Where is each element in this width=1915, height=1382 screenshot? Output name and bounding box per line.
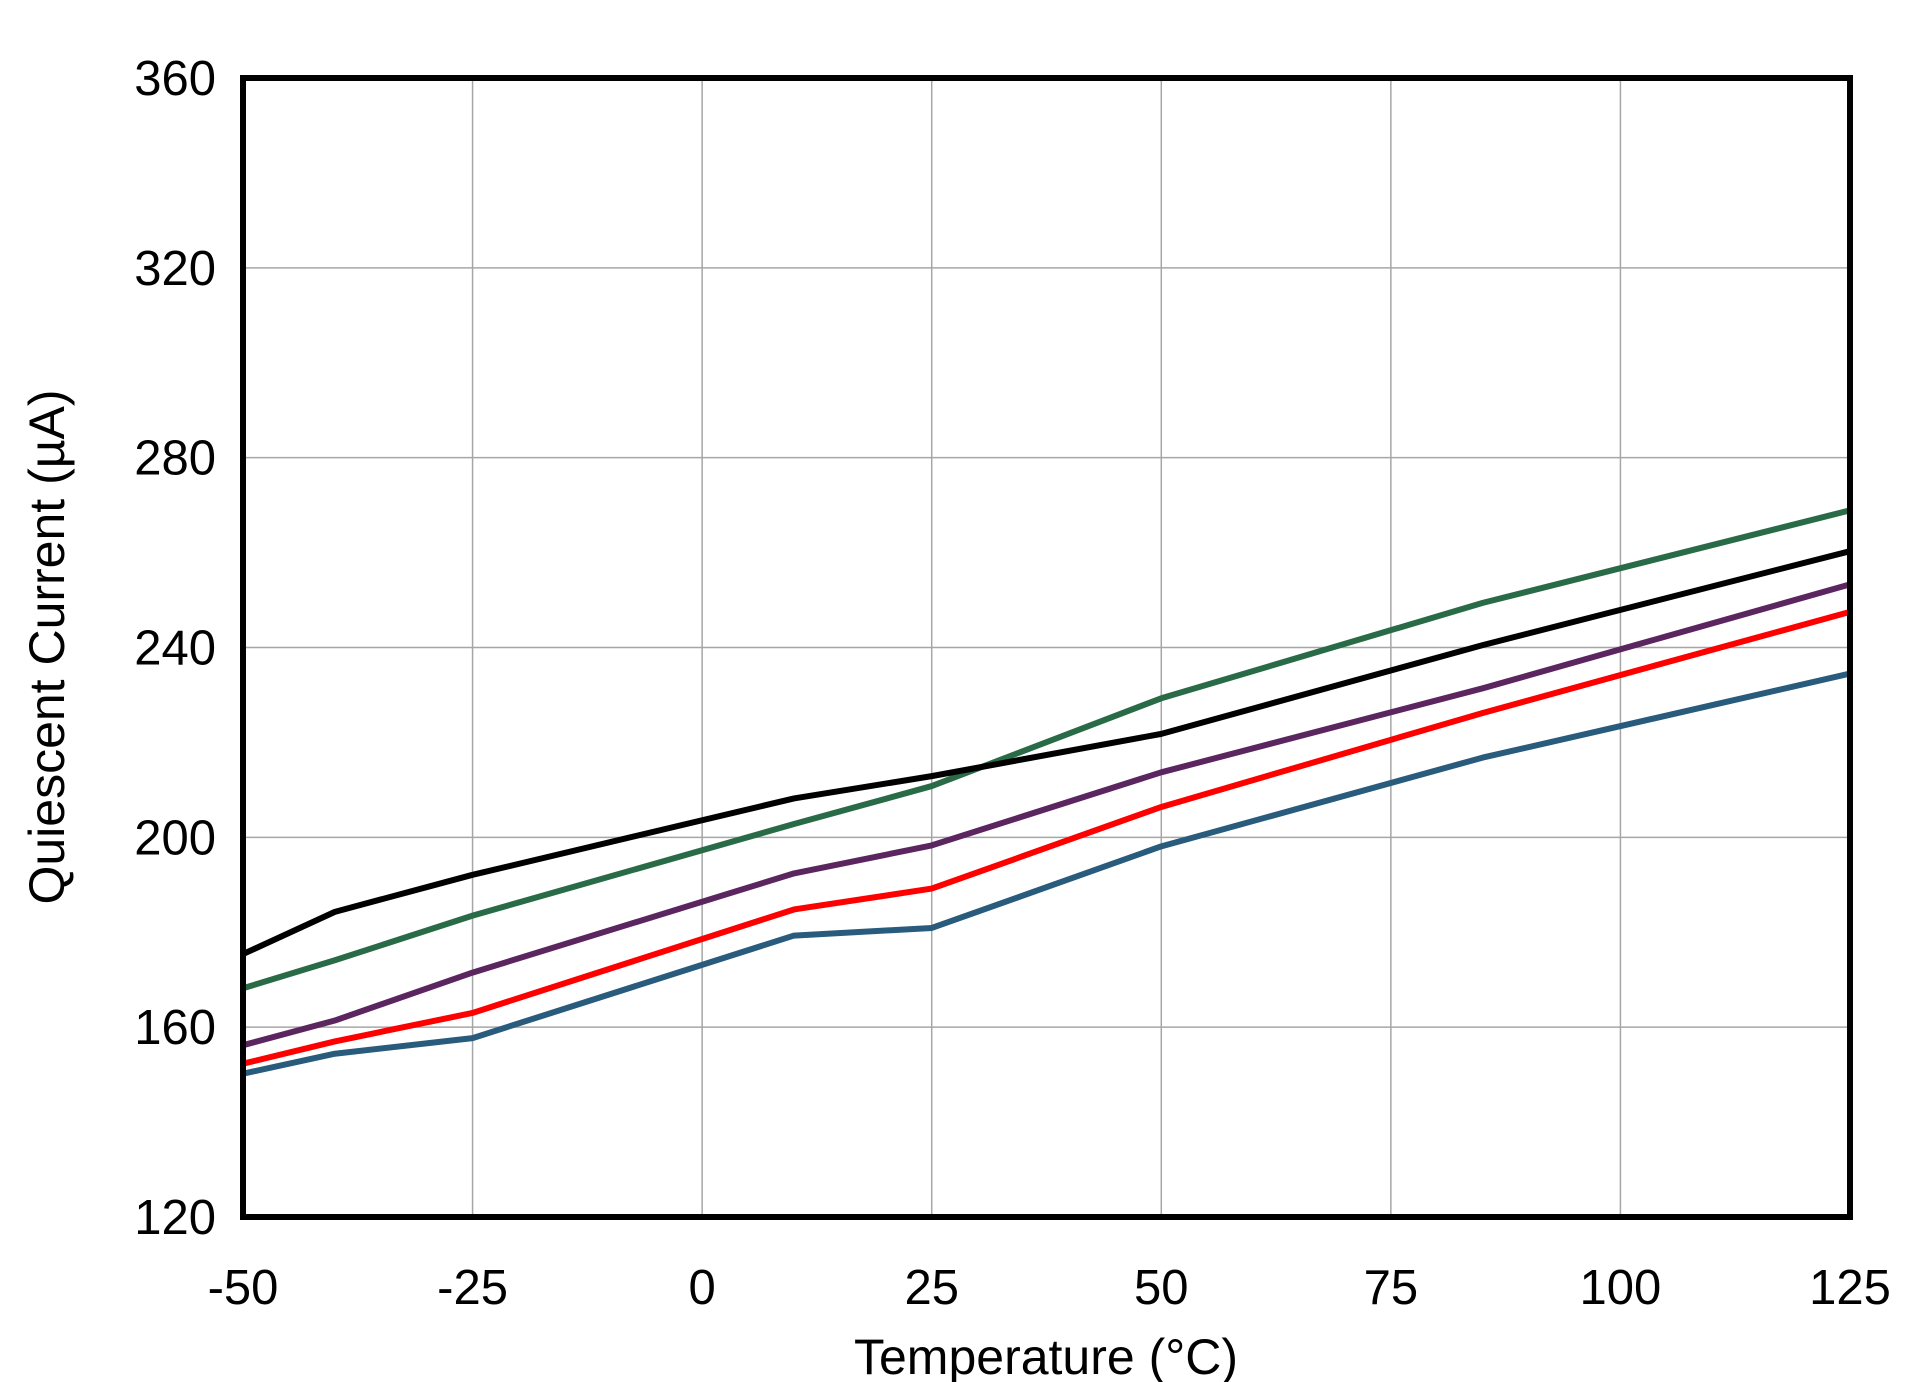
- y-tick-label: 120: [134, 1191, 216, 1245]
- y-tick-label: 240: [134, 622, 216, 676]
- x-tick-label: -25: [437, 1261, 508, 1315]
- y-tick-labels: 120 160 200 240 280 320 360: [134, 52, 216, 1245]
- x-tick-label: 25: [904, 1261, 959, 1315]
- x-tick-labels: -50 -25 0 25 50 75 100 125: [208, 1261, 1891, 1315]
- y-axis-title: Quiescent Current (µA): [19, 389, 75, 904]
- series-group: [241, 507, 1851, 1077]
- y-tick-label: 360: [134, 52, 216, 106]
- y-tick-label: 280: [134, 432, 216, 486]
- y-tick-label: 320: [134, 242, 216, 296]
- x-axis-title: Temperature (°C): [854, 1329, 1238, 1382]
- y-tick-label: 200: [134, 811, 216, 865]
- series-line-4: [242, 609, 1851, 1067]
- series-line-2: [241, 548, 1851, 957]
- plot-frame: [240, 75, 1853, 1220]
- x-tick-label: 0: [689, 1261, 716, 1315]
- series-line-1: [242, 507, 1851, 992]
- x-tick-label: 50: [1134, 1261, 1189, 1315]
- series-line-5: [242, 670, 1851, 1077]
- series-line-3: [242, 581, 1851, 1049]
- x-tick-label: -50: [208, 1261, 279, 1315]
- grid: [242, 77, 1851, 1218]
- x-tick-label: 125: [1809, 1261, 1891, 1315]
- x-tick-label: 75: [1364, 1261, 1419, 1315]
- y-tick-label: 160: [134, 1001, 216, 1055]
- x-tick-label: 100: [1580, 1261, 1662, 1315]
